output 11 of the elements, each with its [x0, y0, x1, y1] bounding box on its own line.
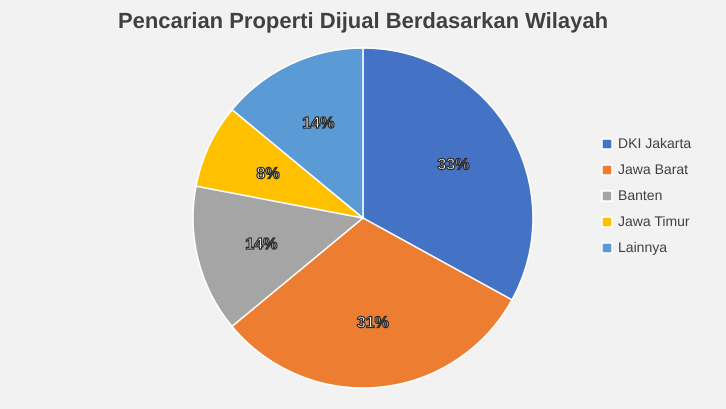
legend-label: Lainnya [618, 239, 668, 255]
legend-label: Jawa Barat [618, 161, 688, 177]
data-label: 14% [245, 236, 278, 254]
legend-label: Banten [618, 187, 662, 203]
data-label: 31% [356, 314, 389, 332]
legend-label: Jawa Timur [618, 213, 690, 229]
data-label: 14% [302, 114, 334, 132]
legend-label: DKI Jakarta [618, 135, 692, 151]
data-label: 33% [437, 156, 470, 174]
data-label: 8% [256, 165, 280, 182]
chart-title: Pencarian Properti Dijual Berdasarkan Wilayah [118, 8, 608, 33]
